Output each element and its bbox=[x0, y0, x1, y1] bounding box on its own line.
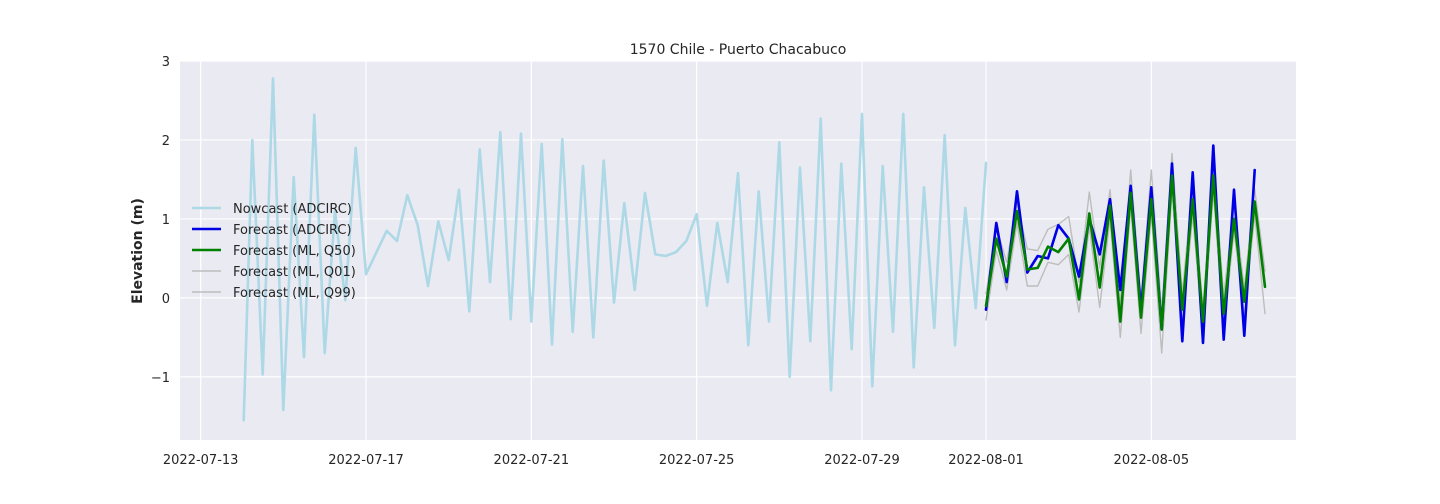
x-tick-label: 2022-07-13 bbox=[163, 453, 239, 468]
y-tick-label: 0 bbox=[162, 292, 170, 307]
chart-title: 1570 Chile - Puerto Chacabuco bbox=[630, 42, 847, 58]
y-tick-label: 3 bbox=[162, 55, 170, 70]
legend-label: Nowcast (ADCIRC) bbox=[233, 202, 352, 217]
x-tick-label: 2022-07-17 bbox=[328, 453, 404, 468]
y-tick-label: −1 bbox=[151, 371, 170, 386]
x-tick-label: 2022-08-05 bbox=[1114, 453, 1190, 468]
series-line-forecast-ml-q50 bbox=[984, 174, 1267, 331]
x-tick-label: 2022-07-25 bbox=[659, 453, 735, 468]
x-tick-label: 2022-07-29 bbox=[824, 453, 900, 468]
legend-label: Forecast (ML, Q99) bbox=[233, 286, 356, 301]
x-axis-ticks: 2022-07-13 2022-07-17 2022-07-21 2022-07-25… bbox=[163, 453, 1189, 468]
series-layer bbox=[242, 77, 1267, 422]
legend-label: Forecast (ADCIRC) bbox=[233, 223, 352, 238]
x-tick-label: 2022-08-01 bbox=[948, 453, 1024, 468]
y-axis-ticks: −1 0 1 2 3 bbox=[151, 55, 170, 386]
x-tick-label: 2022-07-21 bbox=[494, 453, 570, 468]
y-axis-label: Elevation (m) bbox=[130, 198, 146, 304]
y-tick-label: 2 bbox=[162, 134, 170, 149]
legend: Nowcast (ADCIRC) Forecast (ADCIRC) Forecas… bbox=[192, 202, 356, 301]
y-tick-label: 1 bbox=[162, 213, 170, 228]
legend-label: Forecast (ML, Q50) bbox=[233, 244, 356, 259]
legend-label: Forecast (ML, Q01) bbox=[233, 265, 356, 280]
series-line-nowcast-adcirc bbox=[242, 77, 988, 422]
